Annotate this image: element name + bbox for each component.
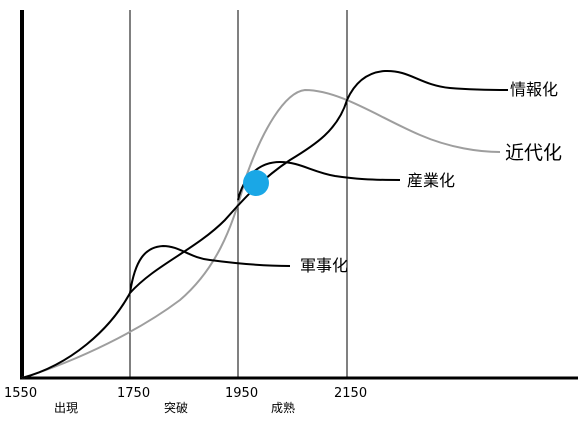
tick-label-1550: 1550 [4,386,37,401]
label-modernization: 近代化 [505,142,562,164]
tick-label-2150: 2150 [334,386,367,401]
stage-label-emergence: 出現 [54,401,78,415]
stage-label-maturity: 成熟 [271,400,295,415]
militarization-curve [129,244,291,294]
tick-label-1750: 1750 [117,386,150,401]
label-industrialization: 産業化 [407,171,455,190]
modernization-curve [21,88,501,379]
label-militarization: 軍事化 [300,256,348,275]
informatization-curve [21,69,509,379]
stage-label-breakthrough: 突破 [164,400,188,415]
tick-label-1950: 1950 [225,386,258,401]
label-informatization: 情報化 [510,80,558,99]
current-position-marker [243,170,269,196]
